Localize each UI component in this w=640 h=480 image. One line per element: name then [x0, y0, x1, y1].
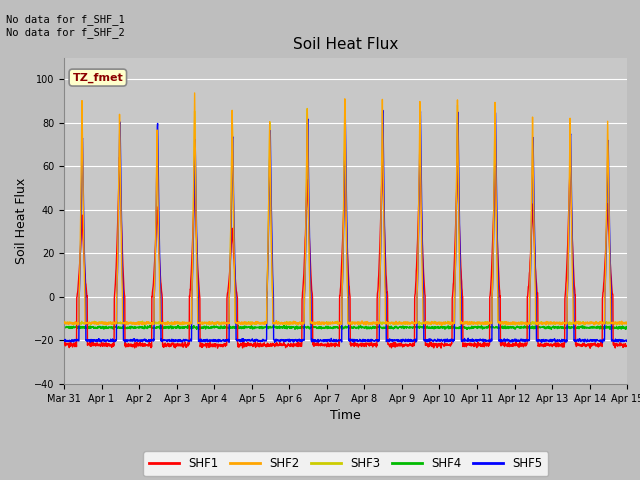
X-axis label: Time: Time — [330, 409, 361, 422]
Text: No data for f_SHF_1
No data for f_SHF_2: No data for f_SHF_1 No data for f_SHF_2 — [6, 14, 125, 38]
Title: Soil Heat Flux: Soil Heat Flux — [293, 37, 398, 52]
Y-axis label: Soil Heat Flux: Soil Heat Flux — [15, 178, 28, 264]
Legend: SHF1, SHF2, SHF3, SHF4, SHF5: SHF1, SHF2, SHF3, SHF4, SHF5 — [143, 451, 548, 476]
Text: TZ_fmet: TZ_fmet — [72, 72, 123, 83]
